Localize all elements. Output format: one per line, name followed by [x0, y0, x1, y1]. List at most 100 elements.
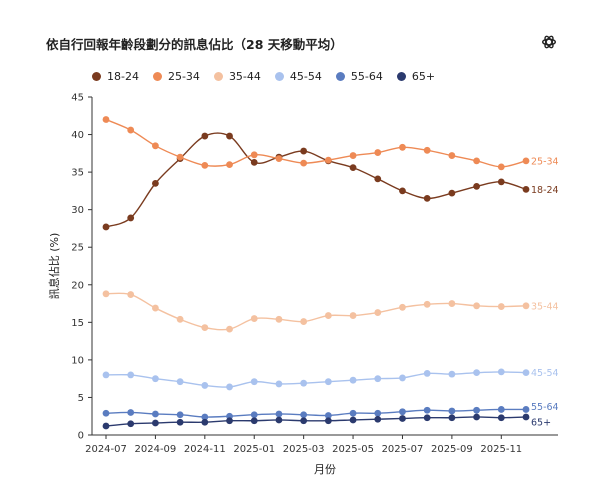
x-tick-label: 2024-11: [184, 444, 226, 455]
data-point-18-24: [473, 182, 480, 190]
data-point-45-54: [127, 371, 135, 379]
legend-item-25-34: 25-34: [152, 70, 200, 83]
data-point-35-44: [152, 304, 159, 312]
data-point-65+: [448, 414, 456, 422]
legend-marker: [92, 72, 101, 81]
legend-marker: [274, 72, 284, 81]
data-point-25-34: [127, 126, 135, 134]
end-label-35-44: 35-44: [531, 301, 559, 312]
legend-marker: [335, 72, 345, 81]
data-point-45-54: [300, 379, 308, 387]
data-point-18-24: [300, 147, 308, 155]
y-tick-label: 45: [71, 93, 84, 104]
data-point-18-24: [250, 158, 258, 166]
data-point-25-34: [152, 142, 159, 150]
data-point-55-64: [399, 408, 406, 416]
data-point-35-44: [324, 312, 332, 319]
y-tick-label: 15: [71, 318, 84, 329]
legend-marker: [213, 72, 223, 81]
series-line-18-24: [105, 132, 527, 228]
y-tick-label: 25: [71, 243, 84, 254]
data-point-18-24: [226, 132, 233, 140]
data-point-55-64: [497, 406, 505, 413]
data-point-65+: [152, 419, 159, 427]
data-point-18-24: [349, 164, 357, 172]
data-point-55-64: [448, 407, 456, 415]
end-label-25-34: 25-34: [531, 156, 559, 167]
data-point-35-44: [497, 303, 505, 310]
legend-item-45-54: 45-54: [274, 70, 322, 83]
data-point-65+: [374, 415, 382, 423]
data-point-35-44: [448, 300, 456, 307]
data-point-45-54: [399, 374, 406, 382]
data-point-65+: [250, 417, 258, 425]
x-tick-label: 2025-03: [283, 444, 325, 455]
x-tick-label: 2025-09: [431, 444, 473, 455]
data-point-35-44: [176, 315, 184, 323]
data-point-18-24: [448, 189, 456, 197]
data-point-45-54: [152, 375, 159, 383]
data-point-25-34: [349, 152, 357, 159]
x-tick-label: 2025-05: [332, 444, 374, 455]
end-label-65+: 65+: [531, 417, 551, 428]
data-point-18-24: [374, 175, 382, 183]
data-point-18-24: [423, 195, 431, 202]
end-label-45-54: 45-54: [531, 368, 559, 379]
data-point-65+: [102, 422, 110, 430]
data-point-65+: [176, 418, 184, 426]
data-point-25-34: [226, 161, 233, 169]
data-point-65+: [497, 414, 505, 422]
data-point-35-44: [127, 291, 135, 298]
data-point-55-64: [127, 409, 135, 416]
chart-title: 依自行回報年齡段劃分的訊息佔比（28 天移動平均）: [46, 37, 343, 52]
data-point-65+: [349, 416, 357, 424]
y-tick-label: 30: [71, 205, 84, 216]
data-point-65+: [300, 417, 308, 425]
data-point-55-64: [423, 406, 431, 414]
data-point-45-54: [522, 369, 530, 377]
legend-marker: [152, 72, 162, 81]
y-axis-label: 訊息佔比 (%): [47, 233, 61, 300]
data-point-25-34: [324, 156, 332, 164]
y-tick-label: 40: [71, 130, 84, 141]
end-label-55-64: 55-64: [531, 402, 559, 413]
legend-marker: [396, 72, 406, 81]
data-point-55-64: [473, 406, 480, 414]
data-point-18-24: [497, 178, 505, 186]
data-point-65+: [324, 417, 332, 425]
data-point-65+: [423, 414, 431, 422]
data-point-18-24: [522, 185, 530, 193]
data-point-45-54: [349, 376, 357, 384]
legend-label: 55-64: [350, 70, 383, 83]
data-point-25-34: [399, 143, 406, 151]
data-point-55-64: [300, 411, 308, 419]
data-point-25-34: [522, 157, 530, 165]
data-point-55-64: [250, 411, 258, 419]
data-point-65+: [522, 413, 530, 421]
x-tick-label: 2024-09: [135, 444, 177, 455]
data-point-45-54: [473, 369, 480, 377]
legend-item-55-64: 55-64: [335, 70, 383, 83]
x-axis-label: 月份: [314, 463, 336, 476]
data-point-35-44: [423, 300, 431, 308]
legend-item-65+: 65+: [396, 70, 436, 83]
data-point-35-44: [349, 312, 357, 319]
data-point-25-34: [176, 153, 184, 161]
data-point-45-54: [275, 380, 283, 388]
end-label-18-24: 18-24: [531, 185, 559, 196]
data-point-45-54: [324, 378, 332, 386]
data-point-45-54: [102, 371, 110, 379]
y-tick-label: 20: [71, 280, 84, 291]
data-point-65+: [275, 416, 283, 424]
y-tick-label: 5: [78, 393, 84, 404]
data-point-25-34: [374, 149, 382, 156]
series-line-45-54: [105, 371, 527, 388]
data-point-35-44: [522, 302, 530, 310]
chart-legend: 18-24 25-34 35-44 45-54 55-64 65+: [92, 70, 449, 83]
data-point-45-54: [374, 375, 382, 383]
data-point-35-44: [102, 290, 110, 298]
series-line-55-64: [105, 408, 527, 418]
data-point-55-64: [522, 406, 530, 413]
legend-label: 65+: [411, 70, 436, 83]
